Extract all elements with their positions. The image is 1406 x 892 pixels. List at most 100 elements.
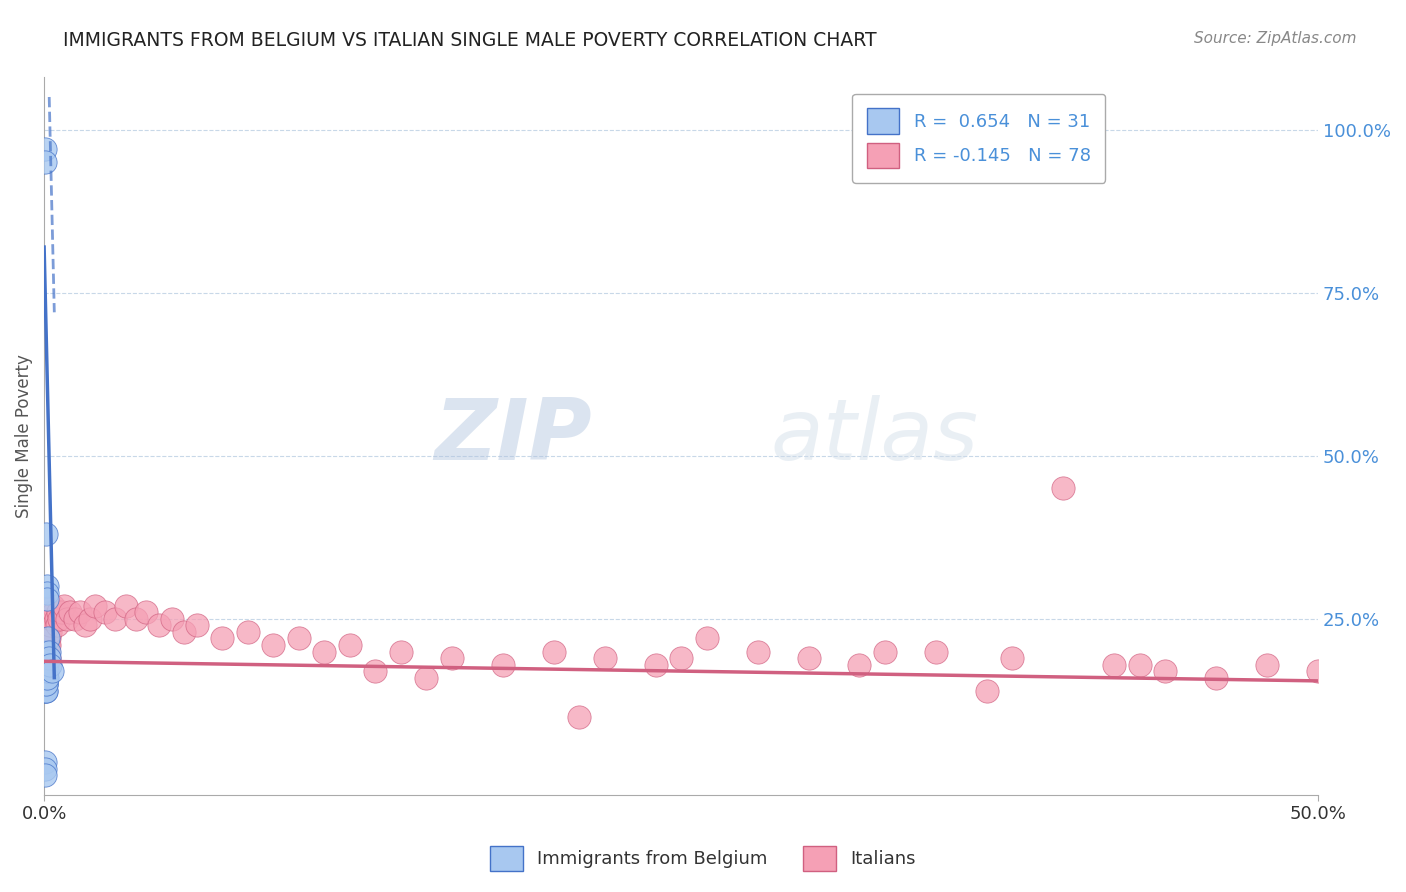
Point xyxy=(389,644,412,658)
Point xyxy=(35,657,58,672)
Point xyxy=(34,671,56,685)
Point xyxy=(34,762,56,776)
Point xyxy=(104,612,127,626)
Point xyxy=(41,664,63,678)
Point xyxy=(35,651,58,665)
Point xyxy=(37,632,59,646)
Point xyxy=(288,632,311,646)
Point xyxy=(34,671,56,685)
Point xyxy=(35,677,58,691)
Point xyxy=(35,677,58,691)
Point xyxy=(79,612,101,626)
Legend: R =  0.654   N = 31, R = -0.145   N = 78: R = 0.654 N = 31, R = -0.145 N = 78 xyxy=(852,94,1105,183)
Point xyxy=(364,664,387,678)
Point xyxy=(339,638,361,652)
Point xyxy=(568,710,591,724)
Point xyxy=(34,683,56,698)
Point xyxy=(34,644,56,658)
Point xyxy=(34,768,56,782)
Point xyxy=(73,618,96,632)
Point xyxy=(415,671,437,685)
Point xyxy=(644,657,666,672)
Point xyxy=(440,651,463,665)
Point xyxy=(747,644,769,658)
Point xyxy=(35,579,58,593)
Point xyxy=(94,606,117,620)
Point xyxy=(1129,657,1152,672)
Point xyxy=(39,606,62,620)
Point xyxy=(236,624,259,639)
Point xyxy=(45,618,67,632)
Point xyxy=(1154,664,1177,678)
Point xyxy=(45,612,67,626)
Point xyxy=(34,671,56,685)
Point xyxy=(39,618,62,632)
Point xyxy=(34,155,56,169)
Point xyxy=(37,644,59,658)
Point xyxy=(34,657,56,672)
Point xyxy=(63,612,86,626)
Point xyxy=(34,664,56,678)
Point xyxy=(84,599,107,613)
Point xyxy=(34,683,56,698)
Point xyxy=(1052,482,1074,496)
Point xyxy=(34,651,56,665)
Point xyxy=(35,527,58,541)
Point xyxy=(42,599,65,613)
Point xyxy=(1104,657,1126,672)
Point xyxy=(1001,651,1024,665)
Point xyxy=(35,671,58,685)
Point xyxy=(160,612,183,626)
Legend: Immigrants from Belgium, Italians: Immigrants from Belgium, Italians xyxy=(482,838,924,879)
Point xyxy=(37,586,59,600)
Point xyxy=(38,644,60,658)
Point xyxy=(46,606,69,620)
Text: IMMIGRANTS FROM BELGIUM VS ITALIAN SINGLE MALE POVERTY CORRELATION CHART: IMMIGRANTS FROM BELGIUM VS ITALIAN SINGL… xyxy=(63,31,877,50)
Point xyxy=(58,606,80,620)
Text: atlas: atlas xyxy=(770,395,979,478)
Point xyxy=(35,664,58,678)
Point xyxy=(976,683,998,698)
Point xyxy=(53,599,76,613)
Point xyxy=(34,664,56,678)
Point xyxy=(696,632,718,646)
Point xyxy=(1205,671,1227,685)
Point xyxy=(211,632,233,646)
Point xyxy=(37,592,59,607)
Point xyxy=(1256,657,1278,672)
Point xyxy=(314,644,336,658)
Point xyxy=(51,606,73,620)
Point xyxy=(37,651,59,665)
Point xyxy=(34,756,56,770)
Point xyxy=(135,606,157,620)
Point xyxy=(37,644,59,658)
Point xyxy=(44,606,66,620)
Point xyxy=(69,606,91,620)
Point xyxy=(669,651,692,665)
Point xyxy=(35,664,58,678)
Point xyxy=(35,644,58,658)
Point xyxy=(148,618,170,632)
Point xyxy=(34,664,56,678)
Point xyxy=(925,644,948,658)
Text: ZIP: ZIP xyxy=(434,395,592,478)
Point xyxy=(186,618,208,632)
Point xyxy=(35,671,58,685)
Point xyxy=(38,651,60,665)
Point xyxy=(34,677,56,691)
Point xyxy=(39,612,62,626)
Point xyxy=(38,638,60,652)
Point xyxy=(38,632,60,646)
Point xyxy=(34,657,56,672)
Point xyxy=(39,657,62,672)
Point xyxy=(848,657,870,672)
Point xyxy=(37,638,59,652)
Point xyxy=(34,677,56,691)
Point xyxy=(37,638,59,652)
Y-axis label: Single Male Poverty: Single Male Poverty xyxy=(15,354,32,518)
Point xyxy=(593,651,616,665)
Point xyxy=(1308,664,1330,678)
Point xyxy=(38,624,60,639)
Point xyxy=(543,644,565,658)
Point xyxy=(797,651,820,665)
